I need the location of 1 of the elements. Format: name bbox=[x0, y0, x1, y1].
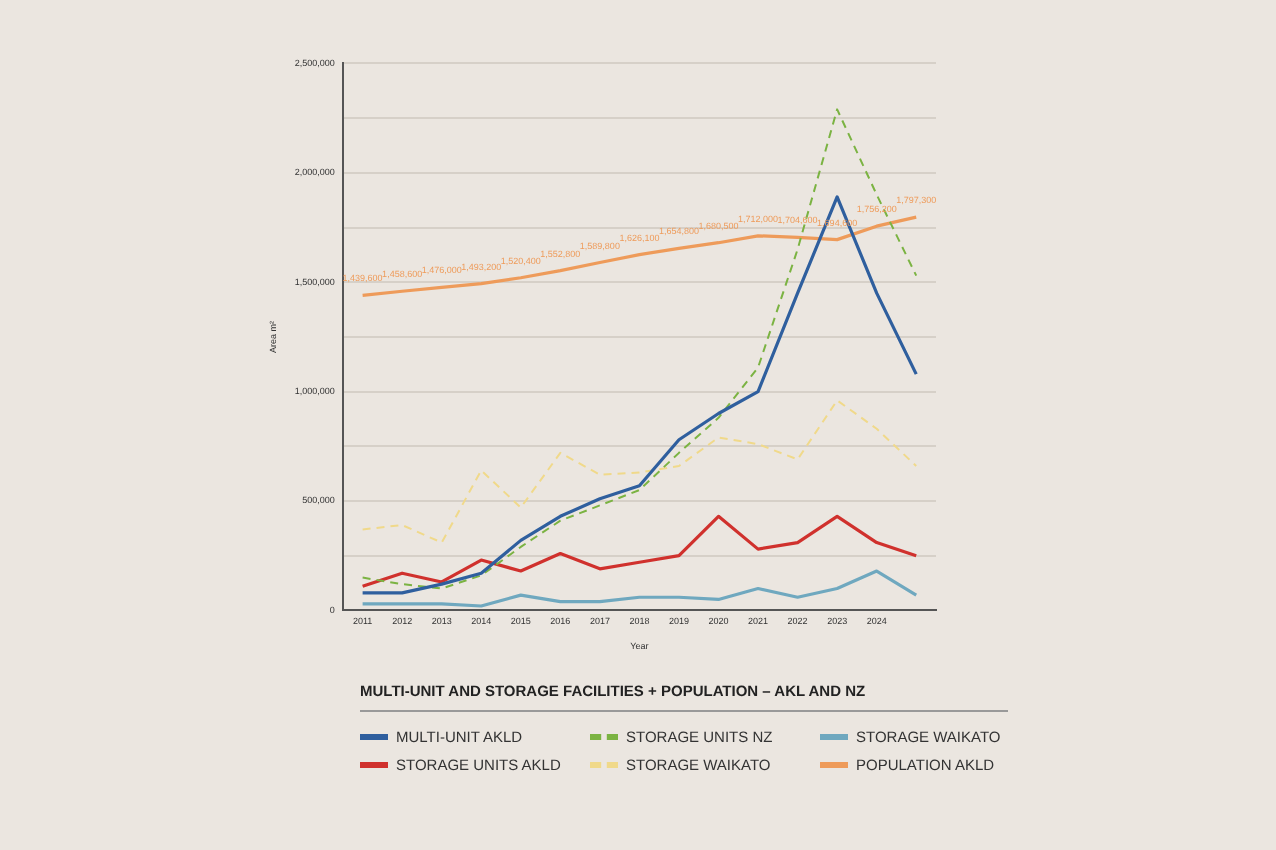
line-series bbox=[361, 399, 918, 544]
